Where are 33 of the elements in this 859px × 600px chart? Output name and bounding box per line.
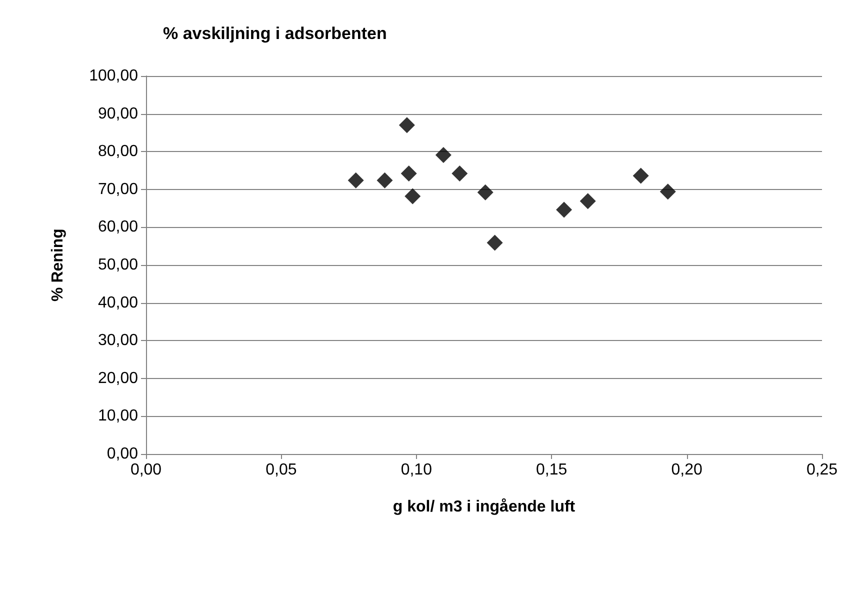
point [400,166,417,182]
point [486,234,503,251]
point [348,172,364,188]
point [556,202,572,218]
y-tick-label: 80,00 [98,143,138,160]
y-tick-label: 10,00 [98,408,138,425]
point [452,166,468,182]
x-tick-label: 0,20 [671,462,702,478]
y-tick-label: 40,00 [98,294,138,312]
x-tick-label: 0,10 [400,462,432,478]
y-tick-label: 90,00 [98,105,138,122]
chart-title: % avskiljning i adsorbenten [163,24,387,43]
x-tick-label: 0,00 [130,462,162,478]
point [632,168,649,184]
x-tick-label: 0,05 [266,462,297,478]
point [435,147,452,163]
x-tick-label: 0,15 [536,462,568,478]
y-tick-label: 30,00 [98,332,138,350]
point [477,184,494,200]
point [660,184,676,200]
y-tick-label: 50,00 [98,256,138,274]
y-tick-label: 60,00 [98,218,138,236]
y-axis-title: % Rening [50,228,66,302]
point [580,193,596,210]
y-tick-label: 100,00 [89,68,138,84]
y-tick-label: 70,00 [98,180,138,198]
y-tick-label: 0,00 [106,446,138,462]
x-axis-title: g kol/ m3 i ingående luft [392,498,576,516]
point [398,117,415,134]
y-tick-label: 20,00 [98,370,138,387]
x-tick-label: 0,25 [806,462,838,478]
point [376,172,393,188]
point [404,188,421,204]
